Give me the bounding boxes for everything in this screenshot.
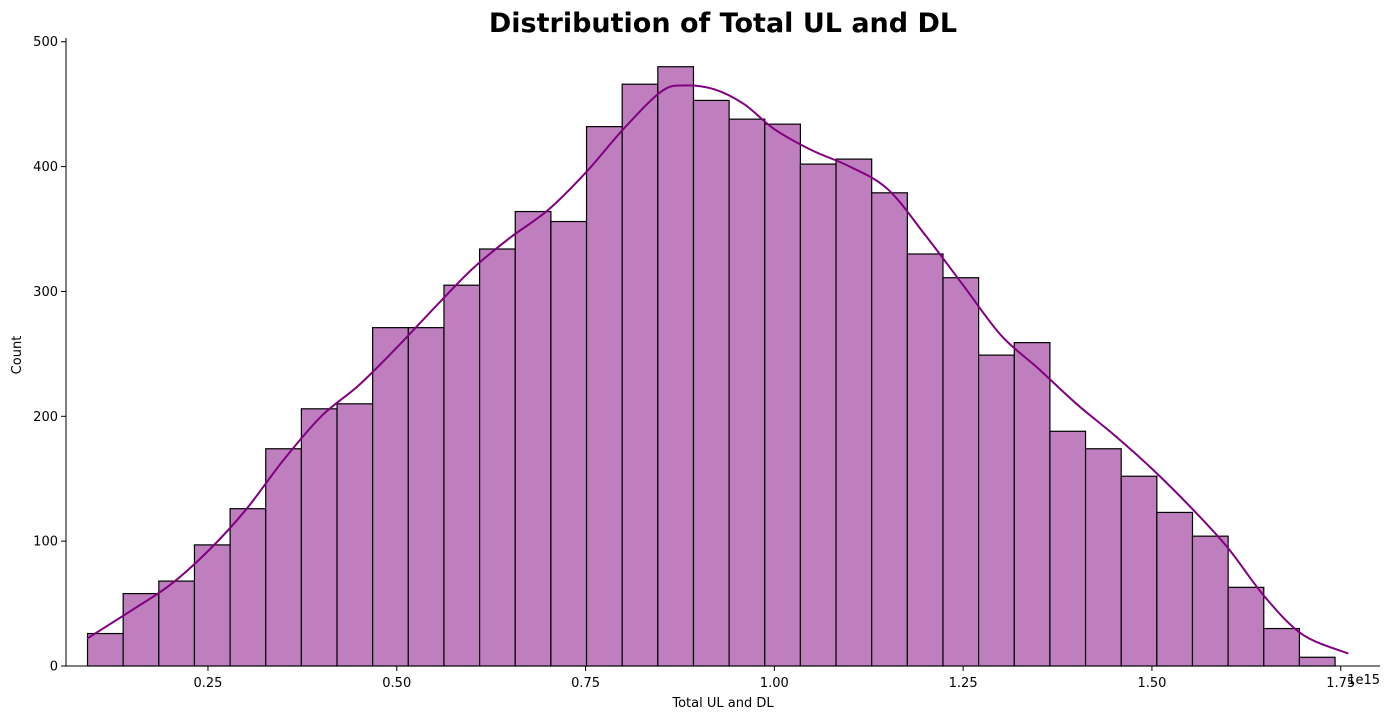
histogram-bar: [692, 99, 730, 667]
x-tick-label: 0.25: [193, 676, 222, 691]
histogram-bar: [1191, 535, 1229, 667]
kde-curve: [86, 84, 1349, 655]
histogram-bar: [1298, 656, 1336, 667]
histogram-bar: [764, 123, 802, 667]
histogram-bar: [728, 118, 766, 667]
histogram-bar: [514, 210, 552, 667]
histogram-bar: [86, 632, 124, 667]
x-tick-label: 0.75: [571, 676, 600, 691]
y-tick-label: 200: [33, 410, 58, 425]
x-tick-label: 0.50: [382, 676, 411, 691]
x-tick-label: 1.00: [760, 676, 789, 691]
kde-curve-group: [86, 84, 1349, 655]
histogram-bar: [443, 284, 481, 667]
histogram-bar: [336, 403, 374, 667]
histogram-bar: [942, 277, 980, 667]
histogram-bar: [372, 327, 409, 667]
histogram-bar: [585, 126, 623, 667]
y-axis-label: Count: [10, 336, 25, 375]
histogram-bar: [1120, 475, 1158, 667]
y-axis-ticks: 0 100 200 300 400 500: [33, 35, 66, 675]
y-tick-label: 400: [33, 160, 58, 175]
histogram-bar: [871, 192, 908, 667]
y-tick-label: 300: [33, 285, 58, 300]
histogram-bars: [86, 66, 1336, 667]
histogram-bar: [265, 448, 302, 667]
histogram-bar: [1156, 511, 1194, 667]
x-axis-label: Total UL and DL: [671, 696, 774, 711]
histogram-bar: [1227, 586, 1265, 667]
histogram-bar: [300, 408, 338, 667]
histogram-bar: [122, 592, 160, 667]
y-tick-label: 100: [33, 535, 58, 550]
chart-title: Distribution of Total UL and DL: [489, 8, 957, 39]
y-tick-label: 0: [50, 660, 58, 675]
histogram-bar: [229, 508, 267, 667]
x-tick-label: 1.75: [1326, 676, 1355, 691]
histogram-bar: [978, 354, 1015, 667]
x-tick-label: 1.25: [949, 676, 978, 691]
histogram-bar: [193, 544, 231, 667]
histogram-bar: [1049, 430, 1087, 667]
histogram-bar: [407, 327, 445, 667]
histogram-bar: [906, 253, 944, 667]
histogram-bar: [621, 83, 659, 667]
histogram-bar: [835, 158, 873, 667]
histogram-bar: [550, 220, 588, 667]
y-tick-label: 500: [33, 35, 58, 50]
x-tick-label: 1.50: [1137, 676, 1166, 691]
x-axis-offset-label: 1e15: [1347, 673, 1380, 688]
histogram-bar: [1263, 627, 1301, 667]
histogram-bar: [479, 248, 516, 667]
histogram-bar: [657, 66, 695, 667]
x-axis-ticks: 0.25 0.50 0.75 1.00 1.25 1.50 1.75: [193, 666, 1355, 691]
histogram-bar: [1013, 342, 1051, 667]
axes: [65, 38, 1380, 667]
histogram-bar: [1084, 448, 1122, 667]
histogram-bar: [158, 580, 196, 667]
histogram-bar: [799, 163, 837, 667]
